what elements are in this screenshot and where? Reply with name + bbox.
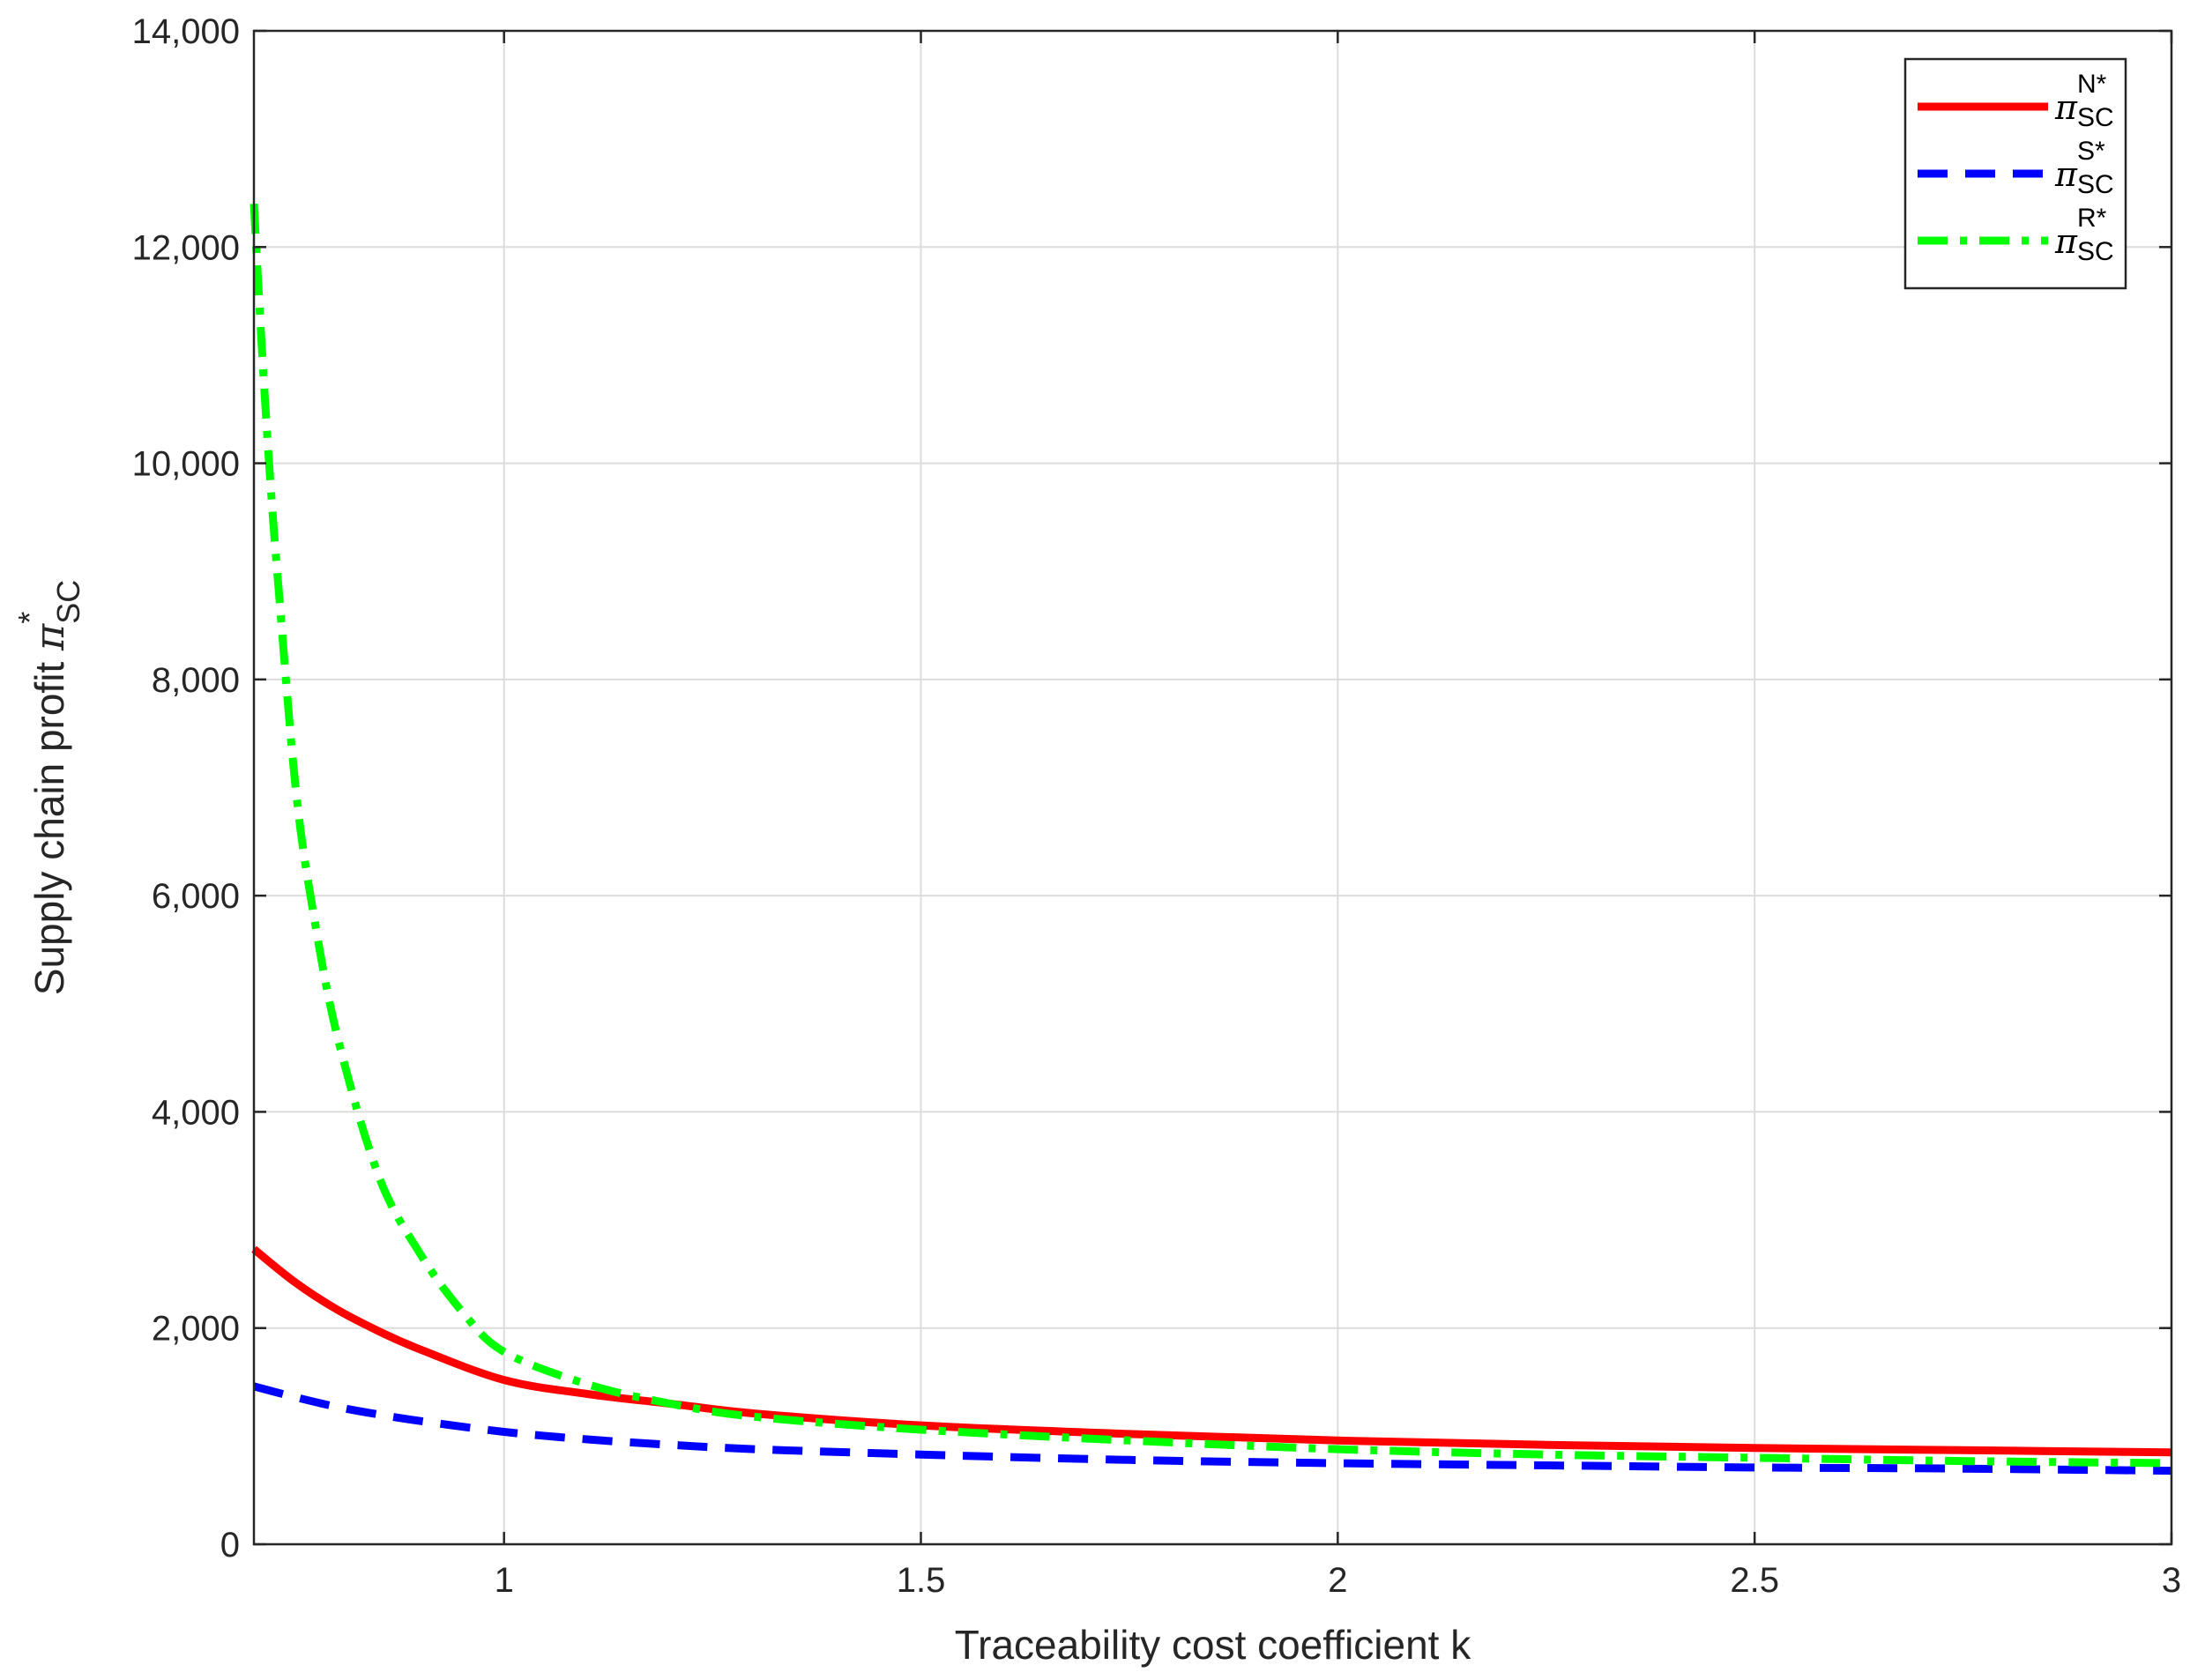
plot-area-frame (252, 29, 2173, 1546)
series-line-2 (252, 1382, 2172, 1476)
y-tick-label: 14,000 (132, 12, 240, 51)
y-axis-title-symbol: π (26, 623, 73, 651)
y-tick-label: 12,000 (132, 228, 240, 267)
y-axis-title-subscript: SC (50, 580, 86, 624)
y-tick-label: 8,000 (152, 661, 240, 700)
y-tick-label: 0 (220, 1526, 240, 1565)
x-tick-label: 2 (1328, 1561, 1347, 1600)
y-axis-title-text: Supply chain profit (26, 650, 72, 995)
x-axis-title: Traceability cost coefficient k (955, 1622, 1471, 1668)
y-tick-label: 6,000 (152, 877, 240, 916)
y-axis-title-superscript: * (11, 612, 48, 624)
y-axis-ticks: 0 2,000 4,000 6,000 8,000 10,000 12,000 14,000 (132, 12, 2171, 1565)
legend-label-3: πR* SC (2054, 204, 2114, 266)
data-series (250, 203, 2172, 1476)
x-tick-label: 3 (2162, 1561, 2181, 1600)
series-line-3 (250, 203, 2172, 1468)
series-line-1 (251, 1245, 2172, 1457)
y-tick-label: 4,000 (152, 1093, 240, 1132)
y-axis-title: Supply chain profit π*SC (11, 580, 86, 995)
x-tick-label: 2.5 (1730, 1561, 1779, 1600)
x-axis-ticks: 1 1.5 2 2.5 3 (495, 31, 2181, 1600)
y-tick-label: 2,000 (152, 1310, 240, 1349)
legend-label-2: πS* SC (2054, 137, 2114, 199)
y-tick-label: 10,000 (132, 445, 240, 484)
x-tick-label: 1 (495, 1561, 514, 1600)
legend-label-1: πN* SC (2054, 70, 2114, 132)
x-tick-label: 1.5 (897, 1561, 946, 1600)
